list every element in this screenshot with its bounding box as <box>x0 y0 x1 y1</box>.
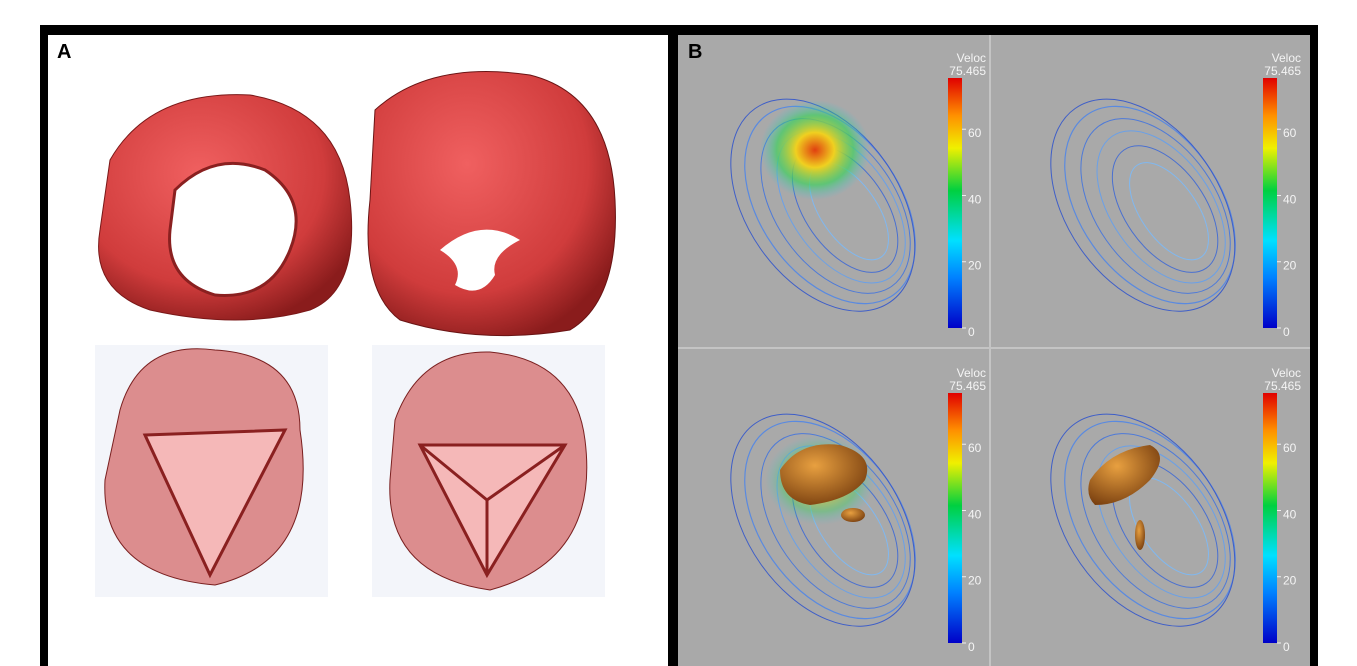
colorbar-tick-label: 20 <box>968 574 982 588</box>
colorbar-tick-label: 20 <box>1283 259 1297 273</box>
colorbar <box>1263 78 1277 328</box>
colorbar-title: Veloc <box>1272 51 1301 65</box>
colorbar-max: 75.465 <box>949 379 986 393</box>
colorbar-title: Veloc <box>957 51 986 65</box>
colorbar <box>1263 393 1277 643</box>
panel-label: A <box>57 41 71 63</box>
colorbar-tick-label: 40 <box>968 192 982 206</box>
colorbar-tick-label: 40 <box>1283 192 1297 206</box>
colorbar-tick-label: 20 <box>968 259 982 273</box>
colorbar-tick-label: 0 <box>1283 325 1290 339</box>
colorbar-tick-label: 40 <box>968 507 982 521</box>
colorbar-max: 75.465 <box>1264 379 1301 393</box>
colorbar-tick-label: 0 <box>1283 640 1290 654</box>
page: A B Veloc75.4656040200Veloc75.4656040200… <box>0 0 1357 666</box>
figure: A B Veloc75.4656040200Veloc75.4656040200… <box>0 0 1357 666</box>
colorbar-tick-label: 60 <box>968 441 982 455</box>
colorbar-tick-label: 0 <box>968 640 975 654</box>
colorbar-tick-label: 0 <box>968 325 975 339</box>
colorbar-max: 75.465 <box>1264 64 1301 78</box>
panel-label: B <box>688 41 702 63</box>
colorbar-tick-label: 60 <box>1283 441 1297 455</box>
colorbar-tick-label: 20 <box>1283 574 1297 588</box>
colorbar-tick-label: 60 <box>968 126 982 140</box>
colorbar <box>948 393 962 643</box>
colorbar-title: Veloc <box>957 366 986 380</box>
colorbar-max: 75.465 <box>949 64 986 78</box>
colorbar <box>948 78 962 328</box>
colorbar-tick-label: 40 <box>1283 507 1297 521</box>
colorbar-tick-label: 60 <box>1283 126 1297 140</box>
colorbar-title: Veloc <box>1272 366 1301 380</box>
